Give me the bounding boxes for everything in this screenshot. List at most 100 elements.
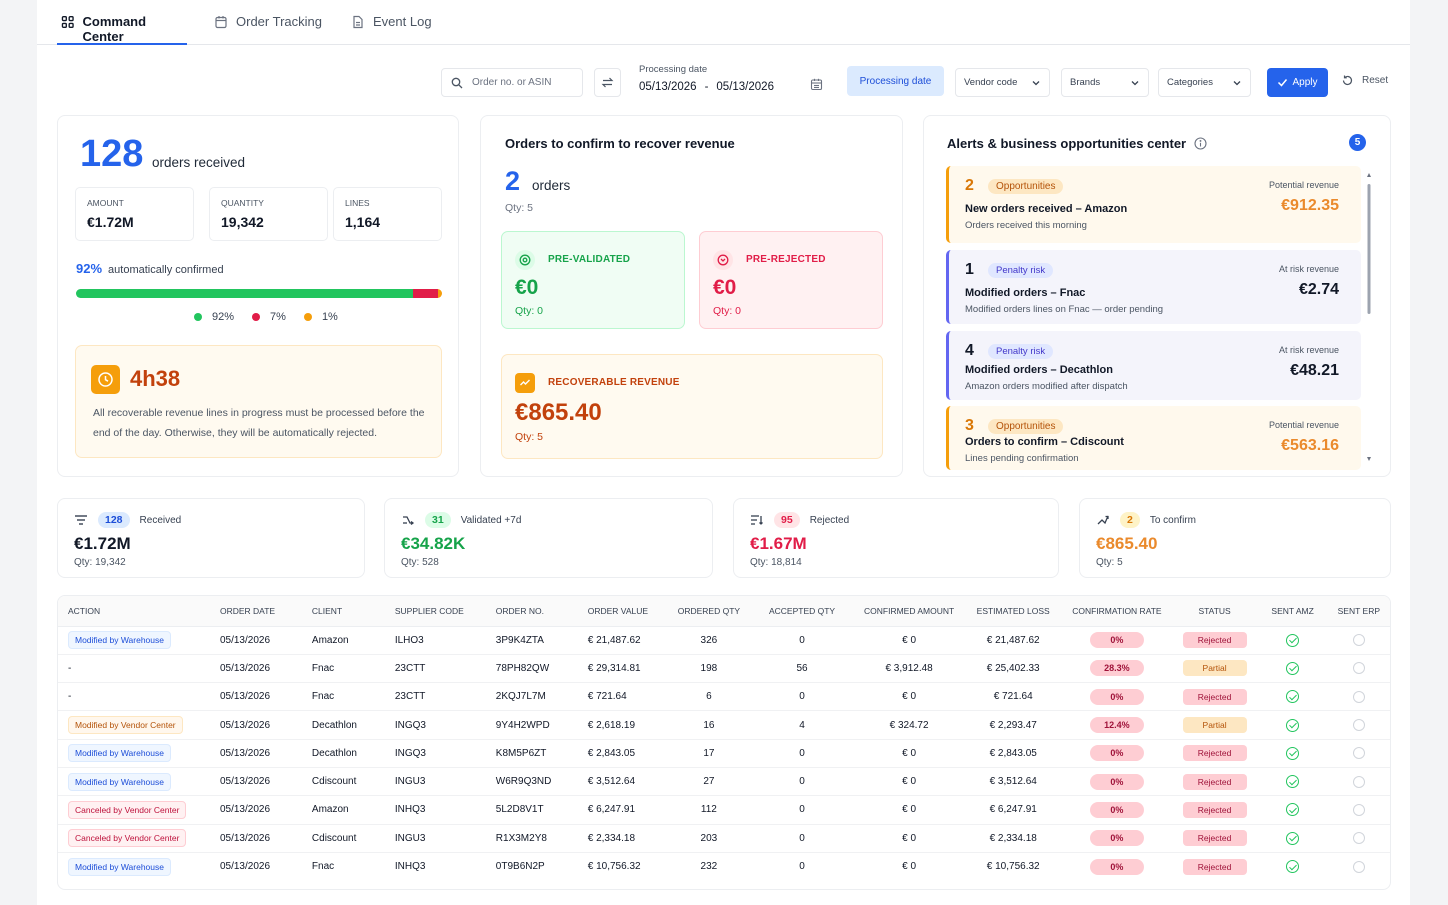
col-status[interactable]: STATUS bbox=[1171, 596, 1258, 627]
action-badge[interactable]: Modified by Warehouse bbox=[68, 631, 171, 650]
orders-count: 128 bbox=[80, 133, 144, 175]
alerts-scrollbar[interactable] bbox=[1367, 172, 1371, 462]
cell-sent-erp bbox=[1327, 824, 1390, 853]
empty-circle-icon bbox=[1352, 719, 1365, 732]
tab-label: Event Log bbox=[373, 14, 432, 29]
table-row[interactable]: Modified by Warehouse 05/13/2026 Decathlon… bbox=[58, 739, 1390, 768]
cell-order-no[interactable]: 9Y4H2WPD bbox=[485, 710, 578, 740]
alert-title: Modified orders – Decathlon bbox=[965, 364, 1113, 376]
table-row[interactable]: Canceled by Vendor Center 05/13/2026 Cdisc… bbox=[58, 824, 1390, 853]
col-confirmation-rate[interactable]: CONFIRMATION RATE bbox=[1062, 596, 1172, 627]
alert-item[interactable]: 1 Penalty risk Modified orders – Fnac Mo… bbox=[946, 250, 1361, 324]
alert-number: 3 bbox=[965, 417, 974, 434]
alert-revenue-value: €563.16 bbox=[1281, 437, 1339, 454]
cell-order-no[interactable]: K8M5P6ZT bbox=[485, 739, 578, 768]
search-input[interactable] bbox=[472, 77, 572, 88]
date-to[interactable]: 05/13/2026 bbox=[716, 81, 774, 93]
brands-dropdown[interactable]: Brands bbox=[1061, 68, 1149, 97]
status-badge: Rejected bbox=[1182, 688, 1247, 705]
categories-dropdown[interactable]: Categories bbox=[1158, 68, 1251, 97]
col-estimated-loss[interactable]: ESTIMATED LOSS bbox=[964, 596, 1063, 627]
pre-rejected-box[interactable]: PRE-REJECTED €0 Qty: 0 bbox=[699, 231, 883, 329]
scroll-down-icon bbox=[1367, 457, 1371, 461]
action-badge[interactable]: Modified by Warehouse bbox=[68, 744, 171, 763]
alert-item[interactable]: 3 Opportunities Orders to confirm – Cdis… bbox=[946, 406, 1361, 470]
search-box[interactable] bbox=[441, 68, 583, 97]
cell-ordered-qty: 232 bbox=[700, 861, 718, 873]
alert-revenue-label: Potential revenue bbox=[1268, 420, 1339, 430]
table-row[interactable]: - 05/13/2026 Fnac 23CTT 78PH82QW € 29,314.81 1… bbox=[58, 654, 1390, 684]
col-ordered-qty[interactable]: ORDERED QTY bbox=[667, 596, 751, 627]
cell-order-no[interactable]: 2KQJ7L7M bbox=[485, 682, 578, 712]
alert-item[interactable]: 4 Penalty risk Modified orders – Decathl… bbox=[946, 331, 1361, 400]
cell-estimated-loss: € 2,334.18 bbox=[964, 824, 1063, 853]
action-badge[interactable]: Modified by Warehouse bbox=[68, 857, 171, 876]
table-row[interactable]: -05/13/2026 Fnac 23CTT 2KQJ7L7M € 721.64 6 0 € … bbox=[58, 682, 1390, 712]
cell-sent-amz bbox=[1257, 682, 1328, 712]
cell-estimated-loss: € 21,487.62 bbox=[964, 626, 1063, 655]
kpi-to-confirm[interactable]: 2 To confirm €865.40 Qty: 5 bbox=[1079, 498, 1391, 578]
col-supplier-code[interactable]: SUPPLIER CODE bbox=[384, 596, 486, 627]
date-from[interactable]: 05/13/2026 bbox=[639, 81, 697, 93]
rate-badge: 28.3% bbox=[1089, 660, 1144, 677]
col-sent-amz[interactable]: SENT AMZ bbox=[1257, 596, 1328, 627]
alert-subtitle: Amazon orders modified after dispatch bbox=[965, 381, 1128, 392]
cell-confirmation-rate: 0% bbox=[1062, 767, 1172, 797]
col-accepted-qty[interactable]: ACCEPTED QTY bbox=[750, 596, 854, 627]
action-badge[interactable]: Modified by Vendor Center bbox=[68, 716, 183, 735]
cell-order-no[interactable]: 0T9B6N2P bbox=[495, 861, 545, 873]
processing-date-button[interactable]: Processing date bbox=[847, 66, 944, 96]
date-range[interactable]: 05/13/2026 - 05/13/2026 bbox=[639, 81, 774, 93]
col-confirmed-amount[interactable]: CONFIRMED AMOUNT bbox=[854, 596, 965, 627]
table-row[interactable]: Modified by Warehouse 05/13/2026 Cdiscount… bbox=[58, 767, 1390, 797]
cell-order-no[interactable]: 78PH82QW bbox=[485, 654, 578, 684]
cell-order-no[interactable]: 3P9K4ZTA bbox=[485, 626, 578, 655]
cell-ordered-qty: 16 bbox=[667, 710, 751, 740]
kpi-header: 31 Validated +7d bbox=[401, 512, 521, 528]
tab-event-log[interactable]: Event Log bbox=[351, 14, 432, 45]
check-circle-icon bbox=[1286, 690, 1300, 704]
orders-count-label: orders received bbox=[152, 155, 246, 170]
col-order-value[interactable]: ORDER VALUE bbox=[577, 596, 668, 627]
col-action[interactable]: ACTION bbox=[58, 596, 210, 627]
table-row[interactable]: Modified by Warehouse 05/13/2026 Fnac INHQ3… bbox=[58, 852, 1390, 880]
tab-order-tracking[interactable]: Order Tracking bbox=[214, 14, 322, 45]
col-client[interactable]: CLIENT bbox=[301, 596, 385, 627]
action-badge[interactable]: Modified by Warehouse bbox=[68, 772, 171, 791]
info-icon[interactable] bbox=[1194, 137, 1207, 150]
kpi-rejected[interactable]: 95 Rejected €1.67M Qty: 18,814 bbox=[733, 498, 1059, 578]
alert-item[interactable]: 2 Opportunities New orders received – Am… bbox=[946, 166, 1361, 243]
pre-validated-box[interactable]: PRE-VALIDATED €0 Qty: 0 bbox=[501, 231, 685, 329]
cell-action: Modified by Vendor Center bbox=[58, 710, 210, 740]
cell-status: Rejected bbox=[1172, 852, 1258, 880]
apply-button[interactable]: Apply bbox=[1267, 68, 1328, 97]
swap-button[interactable] bbox=[594, 68, 621, 97]
action-badge[interactable]: Canceled by Vendor Center bbox=[68, 800, 187, 819]
card-title: Alerts & business opportunities center bbox=[947, 136, 1207, 151]
table-row[interactable]: Modified by Vendor Center 05/13/2026 Decat… bbox=[58, 710, 1390, 740]
cell-order-no[interactable]: W6R9Q3ND bbox=[485, 767, 578, 797]
tab-command-center[interactable]: Command Center bbox=[57, 14, 187, 45]
table-row[interactable]: Canceled by Vendor Center 05/13/2026 Amazo… bbox=[58, 795, 1390, 825]
vendor-code-dropdown[interactable]: Vendor code bbox=[955, 68, 1050, 97]
calendar-icon[interactable] bbox=[810, 78, 823, 91]
cell-sent-erp bbox=[1327, 739, 1390, 768]
col-sent-erp[interactable]: SENT ERP bbox=[1327, 596, 1390, 627]
cell-order-no[interactable]: 5L2D8V1T bbox=[485, 795, 578, 825]
reset-button[interactable]: Reset bbox=[1341, 74, 1388, 87]
rate-badge: 0% bbox=[1089, 858, 1144, 875]
kpi-label: Rejected bbox=[809, 514, 850, 526]
confirmation-progress-bar bbox=[76, 289, 442, 298]
col-order-date[interactable]: ORDER DATE bbox=[209, 596, 302, 627]
recoverable-revenue-box[interactable]: RECOVERABLE REVENUE €865.40 Qty: 5 bbox=[501, 354, 883, 459]
cell-client: Amazon bbox=[301, 626, 385, 655]
kpi-received[interactable]: 128 Received €1.72M Qty: 19,342 bbox=[57, 498, 365, 578]
action-badge[interactable]: Canceled by Vendor Center bbox=[68, 829, 187, 848]
cell-confirmation-rate: 0% bbox=[1062, 682, 1172, 712]
cell-estimated-loss: € 2,843.05 bbox=[964, 739, 1063, 768]
cell-order-no[interactable]: R1X3M2Y8 bbox=[485, 824, 578, 853]
cell-ordered-qty: 17 bbox=[667, 739, 751, 768]
kpi-validated[interactable]: 31 Validated +7d €34.82K Qty: 528 bbox=[384, 498, 713, 578]
table-row[interactable]: Modified by Warehouse 05/13/2026 Amazon ILH… bbox=[58, 626, 1390, 655]
col-order-no[interactable]: ORDER NO. bbox=[485, 596, 578, 627]
